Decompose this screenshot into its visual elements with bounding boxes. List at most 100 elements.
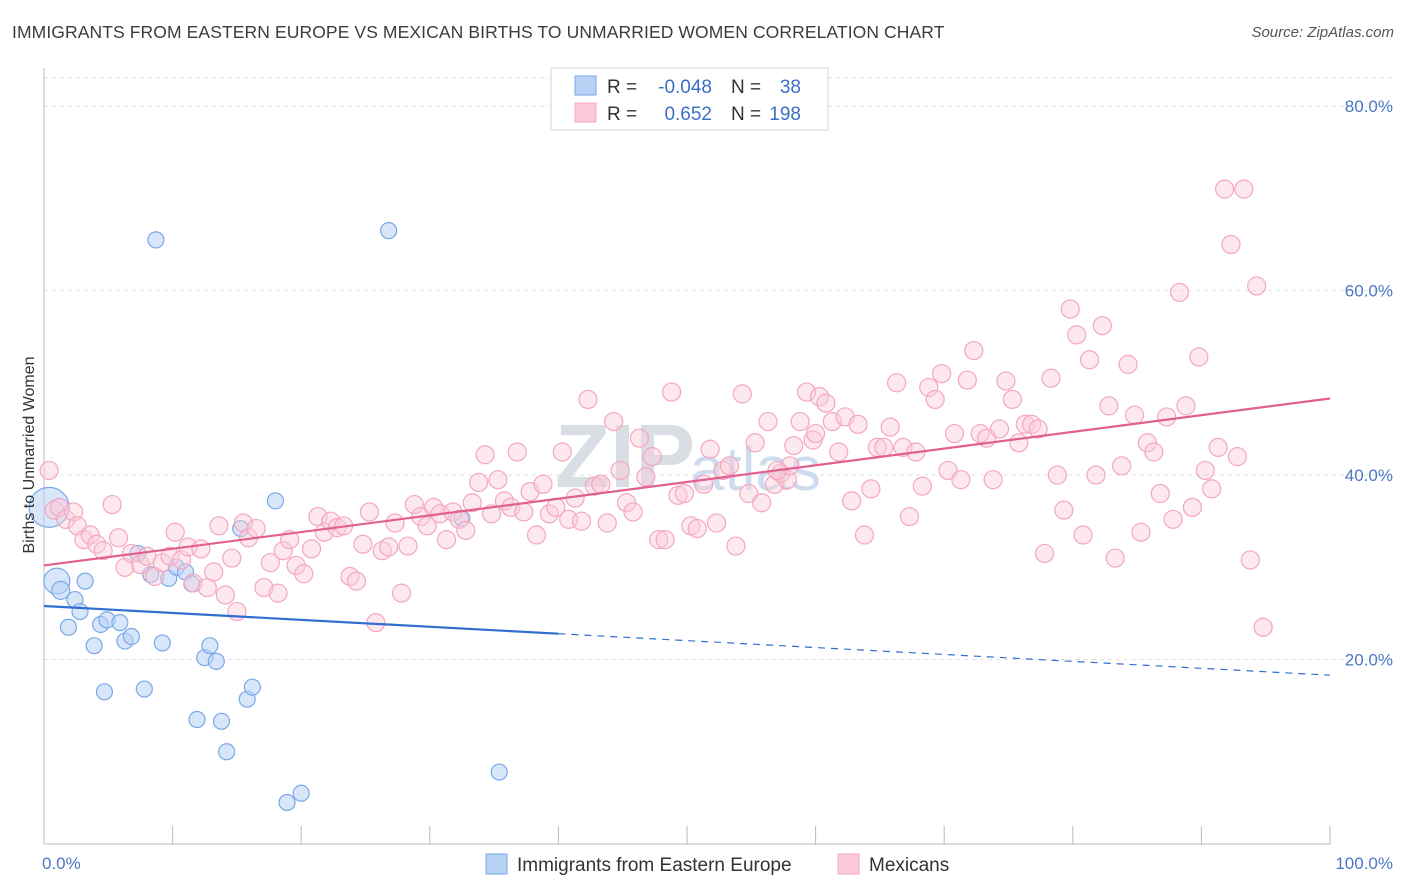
point-mexicans-32 <box>246 518 266 539</box>
point-mexicans-23 <box>191 539 211 559</box>
point-mexicans-73 <box>514 502 534 522</box>
point-mexicans-169 <box>1131 522 1151 542</box>
point-mexicans-163 <box>1092 316 1112 336</box>
point-mexicans-139 <box>938 460 958 481</box>
point-mexicans-179 <box>1195 460 1215 481</box>
point-mexicans-168 <box>1124 405 1145 425</box>
point-mexicans-189 <box>780 456 800 476</box>
series-legend-label-eastern-europe: Immigrants from Eastern Europe <box>517 855 792 876</box>
x-tick-labels: 0.0% 100.0% <box>42 854 1393 873</box>
legend-n-label-2: N = <box>731 104 761 125</box>
legend-n-label-1: N = <box>731 77 761 98</box>
point-mexicans-156 <box>1047 465 1067 485</box>
point-mexicans-151 <box>1015 414 1035 434</box>
point-mexicans-11 <box>108 528 129 548</box>
point-mexicans-155 <box>1041 368 1061 388</box>
point-mexicans-88 <box>610 460 630 481</box>
point-mexicans-82 <box>571 511 592 531</box>
point-eastern-europe-11 <box>111 614 129 632</box>
point-mexicans-173 <box>1157 407 1177 427</box>
point-mexicans-165 <box>1105 548 1125 568</box>
point-mexicans-94 <box>649 530 669 550</box>
legend-swatch-eastern-europe <box>574 75 597 96</box>
y-tick-label-20: 20.0% <box>1345 651 1393 670</box>
point-mexicans-47 <box>346 571 367 591</box>
point-mexicans-22 <box>183 573 203 593</box>
point-mexicans-122 <box>829 442 849 462</box>
point-eastern-europe-17 <box>147 231 165 249</box>
point-mexicans-79 <box>552 442 572 462</box>
chart-title: IMMIGRANTS FROM EASTERN EUROPE VS MEXICA… <box>12 22 945 42</box>
point-mexicans-66 <box>469 472 489 493</box>
point-mexicans-183 <box>1221 234 1241 255</box>
point-eastern-europe-6 <box>76 572 94 590</box>
point-mexicans-150 <box>1009 433 1029 453</box>
legend-n-value-2: 198 <box>769 104 801 125</box>
legend-r-label-2: R = <box>607 104 637 125</box>
legend-r-value-1: -0.048 <box>658 77 712 98</box>
point-mexicans-162 <box>1086 465 1106 485</box>
stats-legend: R = -0.048 N = 38 R = 0.652 N = 198 <box>550 67 829 131</box>
legend-swatch-mexicans <box>574 102 597 123</box>
point-mexicans-91 <box>629 428 650 448</box>
point-eastern-europe-18 <box>153 634 171 652</box>
point-mexicans-98 <box>674 483 695 504</box>
point-mexicans-143 <box>964 340 984 361</box>
point-mexicans-9 <box>93 541 113 561</box>
point-mexicans-176 <box>1176 396 1196 416</box>
point-mexicans-69 <box>488 470 508 490</box>
point-eastern-europe-34 <box>292 784 310 802</box>
point-mexicans-63 <box>449 509 469 529</box>
point-mexicans-138 <box>932 364 952 384</box>
point-mexicans-109 <box>745 433 765 453</box>
point-mexicans-86 <box>597 513 617 533</box>
legend-n-value-1: 38 <box>780 77 801 98</box>
point-mexicans-54 <box>391 583 412 603</box>
point-mexicans-117 <box>796 382 817 402</box>
point-mexicans-130 <box>880 417 900 437</box>
point-mexicans-116 <box>790 411 810 432</box>
point-mexicans-51 <box>372 541 392 561</box>
trend-line-mexicans <box>43 397 1331 567</box>
point-mexicans-125 <box>848 414 868 434</box>
point-mexicans-28 <box>222 548 242 568</box>
point-mexicans-146 <box>983 470 1003 490</box>
point-mexicans-17 <box>152 553 172 573</box>
series-legend-swatch-mexicans <box>837 853 860 875</box>
point-mexicans-186 <box>1240 550 1260 570</box>
trend-line-eastern-europe <box>43 604 559 635</box>
point-mexicans-75 <box>526 525 547 545</box>
point-mexicans-27 <box>215 585 235 605</box>
point-mexicans-49 <box>359 502 379 522</box>
point-mexicans-93 <box>642 447 662 467</box>
point-mexicans-115 <box>784 435 804 456</box>
point-mexicans-131 <box>887 373 907 393</box>
point-mexicans-72 <box>507 442 527 462</box>
point-mexicans-167 <box>1118 354 1138 374</box>
point-mexicans-157 <box>1054 500 1074 520</box>
point-mexicans-18 <box>160 546 180 566</box>
point-eastern-europe-7 <box>85 637 103 655</box>
point-mexicans-61 <box>436 530 457 550</box>
point-eastern-europe-35 <box>380 222 398 240</box>
point-mexicans-158 <box>1060 299 1080 319</box>
point-eastern-europe-33 <box>278 793 296 812</box>
point-mexicans-38 <box>286 555 306 576</box>
point-mexicans-102 <box>700 439 720 459</box>
point-mexicans-159 <box>1067 325 1087 345</box>
point-mexicans-83 <box>578 389 598 410</box>
point-mexicans-132 <box>893 437 913 457</box>
point-mexicans-140 <box>944 423 965 444</box>
point-mexicans-106 <box>726 536 746 556</box>
point-mexicans-56 <box>404 494 424 515</box>
point-mexicans-34 <box>260 553 280 573</box>
point-mexicans-184 <box>1227 447 1248 467</box>
point-mexicans-188 <box>1253 617 1273 637</box>
point-eastern-europe-25 <box>201 637 219 655</box>
point-mexicans-135 <box>912 476 932 496</box>
point-eastern-europe-27 <box>212 712 231 730</box>
point-eastern-europe-15 <box>135 680 153 698</box>
point-mexicans-160 <box>1073 525 1093 545</box>
point-mexicans-129 <box>874 437 894 457</box>
point-mexicans-166 <box>1112 456 1132 476</box>
